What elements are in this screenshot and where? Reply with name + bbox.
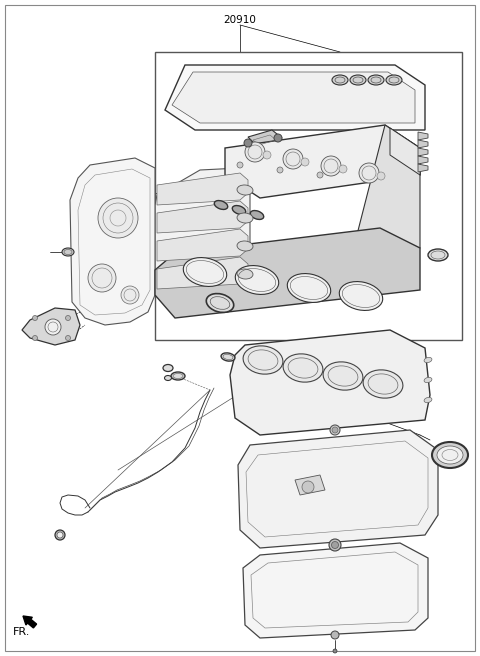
Polygon shape — [238, 430, 438, 548]
Circle shape — [301, 158, 309, 166]
Ellipse shape — [243, 346, 283, 374]
Polygon shape — [243, 543, 428, 638]
Polygon shape — [155, 228, 420, 318]
Polygon shape — [165, 65, 425, 130]
Ellipse shape — [283, 354, 323, 382]
Circle shape — [33, 335, 37, 340]
Ellipse shape — [332, 75, 348, 85]
Ellipse shape — [250, 211, 264, 220]
Circle shape — [263, 151, 271, 159]
Circle shape — [332, 427, 338, 433]
Ellipse shape — [368, 75, 384, 85]
Ellipse shape — [237, 241, 253, 251]
Circle shape — [274, 134, 282, 142]
Ellipse shape — [235, 266, 279, 295]
Circle shape — [245, 142, 265, 162]
Polygon shape — [157, 229, 248, 261]
Polygon shape — [418, 148, 428, 156]
Circle shape — [302, 481, 314, 493]
Circle shape — [332, 541, 338, 548]
Ellipse shape — [424, 377, 432, 382]
Ellipse shape — [350, 75, 366, 85]
Circle shape — [45, 319, 61, 335]
Circle shape — [237, 162, 243, 168]
Ellipse shape — [237, 213, 253, 223]
Polygon shape — [350, 125, 420, 265]
Polygon shape — [22, 308, 80, 345]
Circle shape — [65, 335, 71, 340]
Ellipse shape — [428, 249, 448, 261]
Polygon shape — [230, 330, 430, 435]
Polygon shape — [418, 164, 428, 172]
Ellipse shape — [237, 185, 253, 195]
Circle shape — [55, 530, 65, 540]
Ellipse shape — [221, 353, 235, 361]
Circle shape — [329, 539, 341, 551]
Polygon shape — [418, 132, 428, 140]
Ellipse shape — [183, 258, 227, 287]
Ellipse shape — [363, 370, 403, 398]
Circle shape — [321, 156, 341, 176]
Circle shape — [359, 163, 379, 183]
Ellipse shape — [163, 365, 173, 371]
Circle shape — [339, 165, 347, 173]
Circle shape — [121, 286, 139, 304]
FancyArrow shape — [23, 616, 36, 628]
Polygon shape — [157, 173, 248, 205]
Ellipse shape — [432, 442, 468, 468]
Text: FR.: FR. — [13, 627, 30, 637]
Polygon shape — [418, 140, 428, 148]
Circle shape — [333, 649, 337, 653]
Ellipse shape — [232, 205, 246, 215]
Ellipse shape — [339, 281, 383, 310]
Polygon shape — [295, 475, 325, 495]
Circle shape — [98, 198, 138, 238]
Circle shape — [33, 316, 37, 321]
Polygon shape — [172, 72, 415, 123]
Circle shape — [88, 264, 116, 292]
Polygon shape — [225, 125, 420, 198]
Polygon shape — [157, 201, 248, 233]
Circle shape — [331, 631, 339, 639]
Polygon shape — [157, 257, 248, 289]
Polygon shape — [70, 158, 155, 325]
Ellipse shape — [237, 269, 253, 279]
Ellipse shape — [424, 398, 432, 403]
Bar — [155, 52, 462, 340]
Ellipse shape — [323, 362, 363, 390]
Circle shape — [377, 172, 385, 180]
Ellipse shape — [437, 446, 463, 464]
Circle shape — [277, 167, 283, 173]
Text: 20920: 20920 — [86, 188, 117, 198]
Ellipse shape — [214, 201, 228, 209]
Ellipse shape — [424, 358, 432, 363]
Circle shape — [57, 532, 63, 538]
Circle shape — [283, 149, 303, 169]
Circle shape — [65, 316, 71, 321]
Polygon shape — [155, 168, 250, 308]
Circle shape — [330, 425, 340, 435]
Polygon shape — [418, 156, 428, 164]
Text: 20910: 20910 — [224, 15, 256, 25]
Ellipse shape — [206, 294, 234, 312]
Ellipse shape — [386, 75, 402, 85]
Ellipse shape — [288, 274, 331, 302]
Circle shape — [317, 172, 323, 178]
Circle shape — [244, 139, 252, 147]
Ellipse shape — [165, 375, 171, 380]
Ellipse shape — [62, 248, 74, 256]
Polygon shape — [248, 130, 282, 147]
Ellipse shape — [171, 372, 185, 380]
Polygon shape — [390, 128, 420, 175]
